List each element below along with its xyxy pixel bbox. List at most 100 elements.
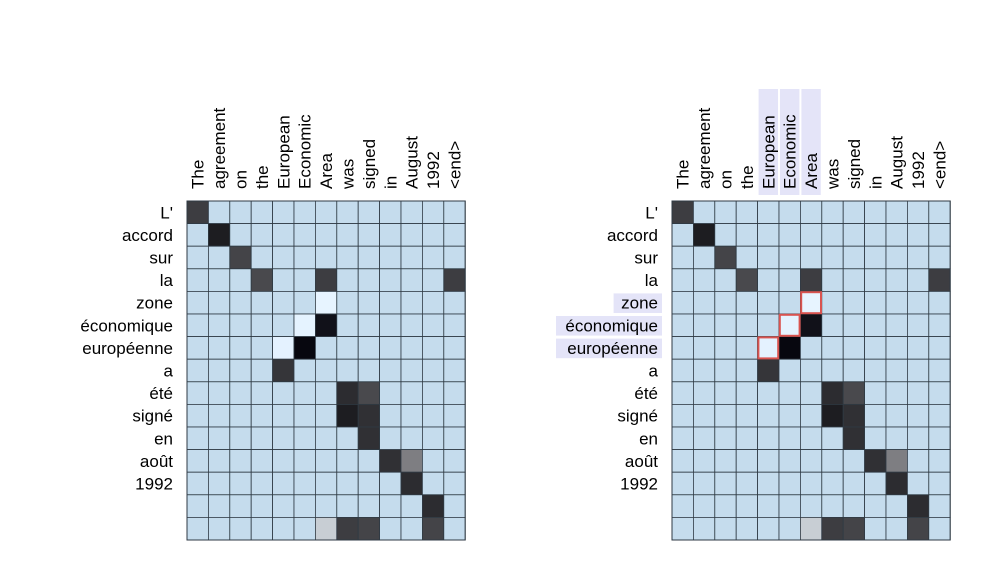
- heatmap-cell: [864, 403, 887, 428]
- heatmap-cell: [885, 268, 908, 292]
- heatmap-cell: [821, 381, 844, 405]
- y-tick-label: signé: [617, 407, 658, 426]
- y-tick-label: L': [160, 203, 173, 222]
- cell-highlight-box: [800, 291, 823, 315]
- heatmap-cell: [714, 381, 737, 405]
- heatmap-cell: [757, 471, 780, 496]
- x-tick-label: signed: [845, 139, 864, 189]
- heatmap-cell: [928, 200, 951, 225]
- heatmap-cell: [757, 449, 780, 473]
- heatmap-cell: [714, 471, 737, 496]
- heatmap-cell: [693, 381, 716, 405]
- heatmap-cell: [336, 517, 359, 541]
- x-tick-label: was: [339, 159, 358, 190]
- heatmap-cell: [800, 245, 823, 270]
- heatmap-cell: [864, 358, 887, 383]
- heatmap-cell: [693, 517, 716, 541]
- heatmap-cell: [250, 268, 273, 292]
- x-tick-label: <end>: [446, 141, 465, 189]
- heatmap-cell: [400, 223, 423, 247]
- y-tick-label: zone: [136, 294, 173, 313]
- heatmap-cell: [885, 290, 908, 315]
- heatmap-cell: [907, 426, 930, 451]
- heatmap-cell: [229, 403, 252, 428]
- heatmap-cell: [229, 223, 252, 247]
- heatmap-cell: [885, 517, 908, 541]
- heatmap-panel-right: The agreement on the European Economic Area was…: [556, 89, 951, 541]
- heatmap-cell: [671, 290, 694, 315]
- heatmap-cell: [778, 449, 801, 473]
- heatmap-cell: [757, 358, 780, 383]
- x-tick-label: the: [253, 165, 272, 189]
- heatmap-cell: [928, 358, 951, 383]
- heatmap-frame: [186, 200, 466, 541]
- heatmap-cell: [671, 449, 694, 473]
- heatmap-cell: [821, 358, 844, 383]
- heatmap-cell: [443, 449, 466, 473]
- heatmap-cell: [757, 290, 780, 315]
- heatmap-cell: [336, 336, 359, 360]
- heatmap-cell: [864, 223, 887, 247]
- heatmap-cell: [443, 223, 466, 247]
- heatmap-cell: [250, 336, 273, 360]
- heatmap-cell: [250, 290, 273, 315]
- heatmap-cell: [272, 245, 295, 270]
- heatmap-cell: [400, 268, 423, 292]
- heatmap-cell: [821, 313, 844, 338]
- heatmap-cell: [272, 200, 295, 225]
- heatmap-cell: [864, 268, 887, 292]
- heatmap-cell: [336, 403, 359, 428]
- heatmap-cell: [907, 223, 930, 247]
- heatmap-cell: [735, 268, 759, 292]
- heatmap-cell: [400, 358, 423, 383]
- heatmap-cell: [864, 471, 887, 496]
- heatmap-cell: [250, 313, 273, 338]
- heatmap-cell: [778, 313, 801, 338]
- heatmap-cell: [928, 494, 951, 518]
- heatmap-cell: [314, 381, 338, 405]
- heatmap-cell: [885, 471, 908, 496]
- heatmap-cell: [928, 471, 951, 496]
- heatmap-cell: [714, 200, 737, 225]
- heatmap-cell: [864, 245, 887, 270]
- heatmap-cell: [293, 449, 316, 473]
- heatmap-cell: [671, 381, 694, 405]
- y-tick-label: sur: [634, 249, 658, 268]
- heatmap-cell: [778, 290, 801, 315]
- heatmap-cell: [928, 223, 951, 247]
- heatmap-cell: [379, 381, 402, 405]
- heatmap-cell: [293, 517, 316, 541]
- heatmap-cell: [379, 200, 402, 225]
- heatmap-cell: [314, 494, 338, 518]
- heatmap-cell: [757, 223, 780, 247]
- heatmap-cell: [778, 426, 801, 451]
- heatmap-cell: [293, 358, 316, 383]
- heatmap-cell: [186, 358, 209, 383]
- heatmap-cell: [357, 494, 381, 518]
- heatmap-cell: [250, 245, 273, 270]
- heatmap-cell: [207, 313, 231, 338]
- y-tick-label: en: [154, 429, 173, 448]
- y-tick-label: accord: [122, 226, 173, 245]
- heatmap-cell: [907, 313, 930, 338]
- heatmap-cell: [186, 449, 209, 473]
- heatmap-cell: [885, 336, 908, 360]
- heatmap-cell: [443, 268, 466, 292]
- heatmap-cell: [293, 290, 316, 315]
- heatmap-cell: [800, 517, 823, 541]
- heatmap-cell: [864, 200, 887, 225]
- heatmap-cell: [693, 494, 716, 518]
- heatmap-cell: [272, 290, 295, 315]
- column-label-highlight: [758, 89, 778, 195]
- heatmap-cell: [272, 449, 295, 473]
- heatmap-cell: [400, 403, 423, 428]
- heatmap-cell: [778, 471, 801, 496]
- heatmap-cell: [272, 381, 295, 405]
- y-tick-label: 1992: [620, 475, 658, 494]
- x-tick-label: August: [403, 136, 422, 189]
- row-label-highlight: [556, 338, 662, 359]
- x-tick-label: on: [232, 170, 251, 189]
- heatmap-cell: [400, 517, 423, 541]
- heatmap-cell: [400, 313, 423, 338]
- heatmap-cell: [186, 471, 209, 496]
